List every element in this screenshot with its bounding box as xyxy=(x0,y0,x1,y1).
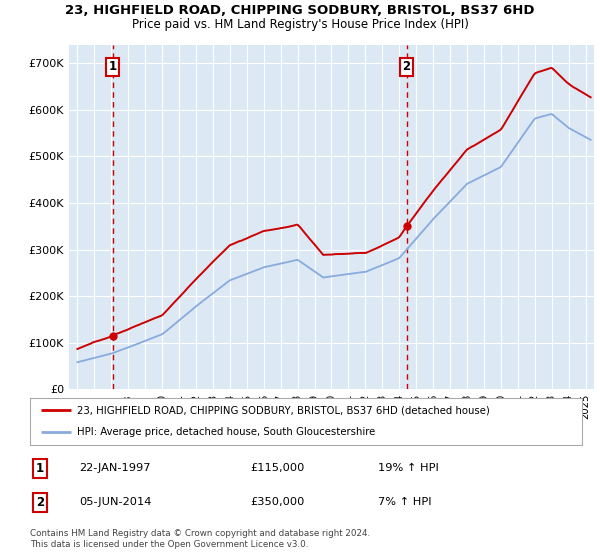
Text: £115,000: £115,000 xyxy=(251,463,305,473)
Text: 23, HIGHFIELD ROAD, CHIPPING SODBURY, BRISTOL, BS37 6HD: 23, HIGHFIELD ROAD, CHIPPING SODBURY, BR… xyxy=(65,4,535,17)
Text: HPI: Average price, detached house, South Gloucestershire: HPI: Average price, detached house, Sout… xyxy=(77,427,375,437)
Text: Price paid vs. HM Land Registry's House Price Index (HPI): Price paid vs. HM Land Registry's House … xyxy=(131,18,469,31)
Text: 05-JUN-2014: 05-JUN-2014 xyxy=(80,497,152,507)
Text: 1: 1 xyxy=(36,461,44,475)
Text: Contains HM Land Registry data © Crown copyright and database right 2024.
This d: Contains HM Land Registry data © Crown c… xyxy=(30,529,370,549)
Text: 22-JAN-1997: 22-JAN-1997 xyxy=(80,463,151,473)
Text: 2: 2 xyxy=(403,60,410,73)
Text: 23, HIGHFIELD ROAD, CHIPPING SODBURY, BRISTOL, BS37 6HD (detached house): 23, HIGHFIELD ROAD, CHIPPING SODBURY, BR… xyxy=(77,405,490,416)
Text: 7% ↑ HPI: 7% ↑ HPI xyxy=(378,497,431,507)
Text: 1: 1 xyxy=(109,60,116,73)
Text: 19% ↑ HPI: 19% ↑ HPI xyxy=(378,463,439,473)
Text: 2: 2 xyxy=(36,496,44,508)
Text: £350,000: £350,000 xyxy=(251,497,305,507)
